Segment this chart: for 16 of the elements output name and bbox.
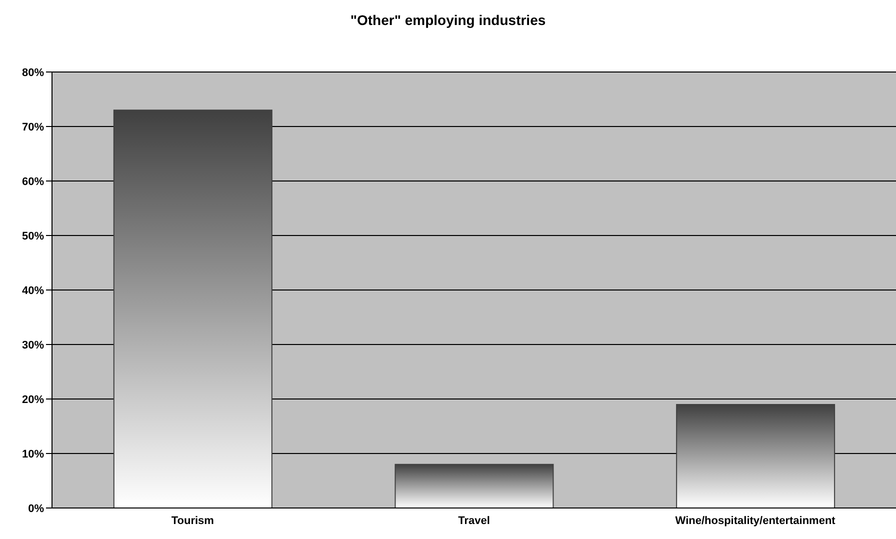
y-tick-label: 40% [22, 284, 44, 297]
y-tick-label: 80% [22, 66, 44, 79]
x-tick-label: Tourism [171, 514, 214, 527]
bar [676, 404, 836, 508]
y-tick-label: 0% [28, 502, 44, 515]
x-tick-label: Wine/hospitality/entertainment [675, 514, 836, 527]
y-tick-label: 60% [22, 176, 44, 188]
y-tick-label: 70% [22, 121, 44, 134]
bar [394, 464, 554, 508]
x-tick-label: Travel [458, 514, 490, 527]
chart-title: "Other" employing industries [349, 12, 547, 28]
y-tick-label: 30% [22, 339, 44, 352]
y-tick-label: 10% [22, 448, 44, 460]
y-tick-label: 20% [22, 394, 44, 406]
bar [113, 110, 272, 508]
y-tick-label: 50% [22, 230, 44, 242]
